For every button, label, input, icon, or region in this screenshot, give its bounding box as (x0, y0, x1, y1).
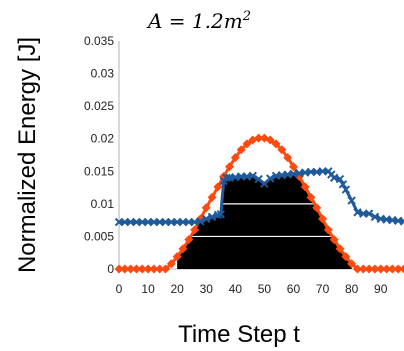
data-point (161, 264, 171, 274)
data-point (277, 145, 287, 155)
y-tick-label: 0.01 (91, 197, 115, 211)
data-point (335, 174, 345, 184)
data-point (347, 259, 357, 269)
x-tick-label: 50 (258, 282, 272, 296)
area-annotation-exponent: 2 (242, 9, 251, 24)
data-point (254, 133, 264, 143)
data-point (370, 212, 380, 222)
data-point (312, 203, 322, 213)
y-tick-label: 0.02 (91, 132, 115, 146)
data-point (318, 214, 328, 224)
data-point (393, 264, 403, 274)
data-point (300, 182, 310, 192)
x-tick-label: 0 (116, 282, 123, 296)
data-point (376, 264, 386, 274)
data-point (216, 210, 225, 219)
data-point (155, 264, 165, 274)
data-point (184, 235, 194, 245)
x-tick-label: 90 (374, 282, 388, 296)
data-point (306, 192, 316, 202)
data-point (149, 264, 159, 274)
data-point (387, 264, 397, 274)
data-point (190, 225, 200, 235)
data-point (382, 264, 392, 274)
data-point (288, 162, 298, 172)
area-annotation: A = 1.2m2 (146, 9, 251, 33)
data-point (329, 235, 339, 245)
data-point (213, 182, 223, 192)
data-point (347, 196, 356, 205)
x-tick-label: 70 (316, 282, 330, 296)
y-tick-label: 0.035 (84, 34, 114, 48)
data-point (352, 264, 362, 274)
x-tick-label: 20 (170, 282, 184, 296)
data-point (248, 171, 257, 181)
data-point (114, 264, 124, 274)
data-point (120, 264, 130, 274)
data-point (323, 225, 333, 235)
data-point (126, 264, 136, 274)
y-tick-label: 0.005 (84, 229, 114, 243)
x-tick-label: 30 (200, 282, 214, 296)
data-point (222, 173, 231, 183)
data-point (166, 259, 176, 269)
data-point (265, 135, 275, 145)
x-tick-label: 60 (287, 282, 301, 296)
series-1 (114, 133, 404, 274)
data-point (329, 173, 339, 183)
y-tick-label: 0.015 (84, 164, 114, 178)
data-point (399, 264, 404, 274)
data-point (364, 209, 374, 218)
data-point (266, 174, 275, 183)
x-tick-label: 40 (229, 282, 243, 296)
data-point (399, 217, 404, 226)
x-tick-label: 10 (141, 282, 155, 296)
data-point (242, 139, 252, 149)
data-point (364, 264, 374, 274)
data-point (283, 153, 293, 163)
data-point (236, 145, 246, 155)
data-point (178, 244, 188, 254)
data-point (370, 264, 380, 274)
data-point (143, 264, 153, 274)
data-point (137, 264, 147, 274)
area-annotation-base: A = 1.2m (146, 9, 243, 33)
data-point (358, 264, 368, 274)
data-point (172, 252, 182, 262)
data-point (341, 252, 351, 262)
data-point (131, 264, 141, 274)
y-axis-label: Normalized Energy [J] (14, 37, 41, 273)
x-axis-label: Time Step t (178, 321, 300, 348)
x-tick-label: 80 (345, 282, 359, 296)
data-point (196, 217, 205, 226)
data-point (353, 208, 362, 217)
data-point (201, 203, 211, 213)
data-point (207, 192, 217, 202)
data-point (335, 244, 345, 254)
data-point (225, 162, 235, 172)
data-point (202, 214, 211, 224)
y-tick-label: 0.03 (91, 67, 115, 81)
data-point (341, 185, 351, 194)
y-tick-label: 0 (107, 262, 114, 276)
y-tick-label: 0.025 (84, 99, 114, 113)
data-point (207, 212, 217, 222)
series-2 (114, 167, 404, 227)
data-point (271, 139, 281, 149)
data-point (338, 180, 348, 189)
data-point (230, 153, 240, 163)
